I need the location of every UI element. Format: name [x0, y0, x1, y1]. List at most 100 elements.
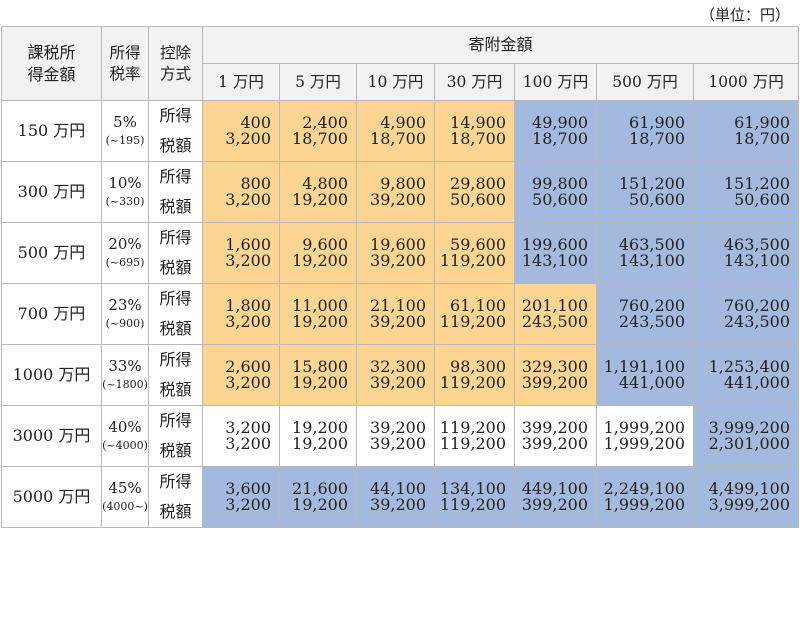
value-cell-income: 61,100 — [434, 283, 515, 314]
method-income: 所得 — [148, 344, 203, 375]
income-header-line2: 得金額 — [27, 64, 76, 84]
table-row: 700 万円 23% (~900) 所得 1,800 11,000 21,100 61,100… — [1, 283, 800, 345]
value-cell-income: 800 — [202, 161, 280, 192]
value-cell-income: 463,500 — [692, 222, 800, 253]
tax-rate-range: (~330) — [105, 195, 145, 209]
value-cell-tax: 39,200 — [356, 314, 435, 345]
donation-tax-table: 課税所 得金額 所得 税率 控除 方式 寄附金額 1 万円 5 万円 10 万円… — [1, 26, 800, 528]
tax-rate: 10% (~330) — [101, 161, 149, 223]
value-cell-tax: 3,200 — [202, 192, 280, 223]
value-cell-income: 32,300 — [356, 344, 435, 375]
table-row: 1000 万円 33% (~1800) 所得 2,600 15,800 32,300 98,3… — [1, 344, 800, 406]
tax-rate-range: (~195) — [105, 134, 145, 148]
tax-rate-percent: 40% — [108, 418, 142, 437]
income-header: 課税所 得金額 — [1, 26, 102, 101]
value-cell-income: 21,600 — [279, 466, 357, 497]
value-cell-tax: 243,500 — [596, 314, 694, 345]
value-cell-income: 44,100 — [356, 466, 435, 497]
value-cell-tax: 3,200 — [202, 375, 280, 406]
value-cell-tax: 39,200 — [356, 192, 435, 223]
value-cell-income: 3,999,200 — [692, 405, 800, 436]
method-tax: 税額 — [148, 131, 203, 162]
value-cell-tax: 2,301,000 — [692, 436, 800, 467]
tax-rate-percent: 10% — [108, 174, 142, 193]
value-cell-tax: 3,200 — [202, 131, 280, 162]
tax-rate-range: (~4000) — [102, 439, 148, 453]
method-header: 控除 方式 — [148, 26, 203, 101]
value-cell-income: 39,200 — [356, 405, 435, 436]
method-tax: 税額 — [148, 497, 203, 528]
table-row: 300 万円 10% (~330) 所得 800 4,800 9,800 29,800 99,8… — [1, 161, 800, 223]
unit-note: （単位：円） — [699, 6, 790, 24]
method-tax: 税額 — [148, 436, 203, 467]
income-header-line1: 課税所 — [27, 42, 76, 62]
value-cell-tax: 50,600 — [596, 192, 694, 223]
amount-header: 10 万円 — [356, 63, 435, 101]
value-cell-income: 21,100 — [356, 283, 435, 314]
rate-header-line1: 所得 — [109, 43, 141, 62]
value-cell-income: 29,800 — [434, 161, 515, 192]
donation-header: 寄附金額 — [201, 26, 800, 64]
table-row: 5000 万円 45% (4000~) 所得 3,600 21,600 44,100 134,… — [1, 466, 800, 528]
value-cell-income: 98,300 — [434, 344, 515, 375]
value-cell-income: 19,200 — [279, 405, 357, 436]
value-cell-tax: 18,700 — [692, 131, 800, 162]
tax-rate-range: (~1800) — [102, 378, 148, 392]
value-cell-tax: 3,200 — [202, 436, 280, 467]
value-cell-tax: 119,200 — [434, 253, 515, 284]
value-cell-tax: 19,200 — [279, 314, 357, 345]
value-cell-tax: 18,700 — [434, 131, 515, 162]
value-cell-tax: 3,999,200 — [692, 497, 800, 528]
value-cell-income: 4,800 — [279, 161, 357, 192]
value-cell-income: 1,191,100 — [596, 344, 694, 375]
value-cell-income: 119,200 — [434, 405, 515, 436]
value-cell-income: 760,200 — [692, 283, 800, 314]
value-cell-tax: 50,600 — [692, 192, 800, 223]
value-cell-tax: 399,200 — [514, 436, 597, 467]
value-cell-income: 151,200 — [692, 161, 800, 192]
value-cell-tax: 3,200 — [202, 314, 280, 345]
income-bracket: 1000 万円 — [1, 344, 102, 406]
method-header-line1: 控除 — [159, 43, 191, 62]
amount-header: 500 万円 — [596, 63, 694, 101]
table-row: 3000 万円 40% (~4000) 所得 3,200 19,200 39,200 119,… — [1, 405, 800, 467]
amount-header: 1000 万円 — [692, 63, 800, 101]
value-cell-tax: 19,200 — [279, 253, 357, 284]
value-cell-income: 1,600 — [202, 222, 280, 253]
tax-rate-range: (4000~) — [102, 500, 148, 514]
value-cell-income: 15,800 — [279, 344, 357, 375]
value-cell-tax: 39,200 — [356, 375, 435, 406]
method-income: 所得 — [148, 222, 203, 253]
value-cell-income: 2,249,100 — [596, 466, 694, 497]
value-cell-income: 11,000 — [279, 283, 357, 314]
amount-header: 100 万円 — [514, 63, 597, 101]
value-cell-income: 61,900 — [596, 100, 694, 131]
income-bracket: 5000 万円 — [1, 466, 102, 528]
value-cell-income: 59,600 — [434, 222, 515, 253]
amount-header: 30 万円 — [434, 63, 515, 101]
tax-rate-percent: 45% — [108, 479, 142, 498]
method-income: 所得 — [148, 161, 203, 192]
table-row: 税額 3,200 18,700 18,700 18,700 18,700 18,700 18,… — [2, 131, 800, 162]
value-cell-tax: 119,200 — [434, 314, 515, 345]
table-row: 税額 3,200 19,200 39,200 119,200 399,200 441,000… — [2, 375, 800, 406]
method-tax: 税額 — [148, 375, 203, 406]
value-cell-tax: 39,200 — [356, 253, 435, 284]
income-bracket: 700 万円 — [1, 283, 102, 345]
method-income: 所得 — [148, 466, 203, 497]
value-cell-income: 329,300 — [514, 344, 597, 375]
tax-rate: 20% (~695) — [101, 222, 149, 284]
value-cell-tax: 18,700 — [356, 131, 435, 162]
value-cell-income: 134,100 — [434, 466, 515, 497]
value-cell-tax: 1,999,200 — [596, 436, 694, 467]
value-cell-income: 9,800 — [356, 161, 435, 192]
table-row: 税額 3,200 19,200 39,200 119,200 143,100 143,100… — [2, 253, 800, 284]
value-cell-income: 760,200 — [596, 283, 694, 314]
value-cell-income: 449,100 — [514, 466, 597, 497]
value-cell-tax: 50,600 — [514, 192, 597, 223]
method-tax: 税額 — [148, 314, 203, 345]
tax-rate: 23% (~900) — [101, 283, 149, 345]
amount-header: 1 万円 — [202, 63, 280, 101]
value-cell-income: 9,600 — [279, 222, 357, 253]
value-cell-tax: 19,200 — [279, 497, 357, 528]
